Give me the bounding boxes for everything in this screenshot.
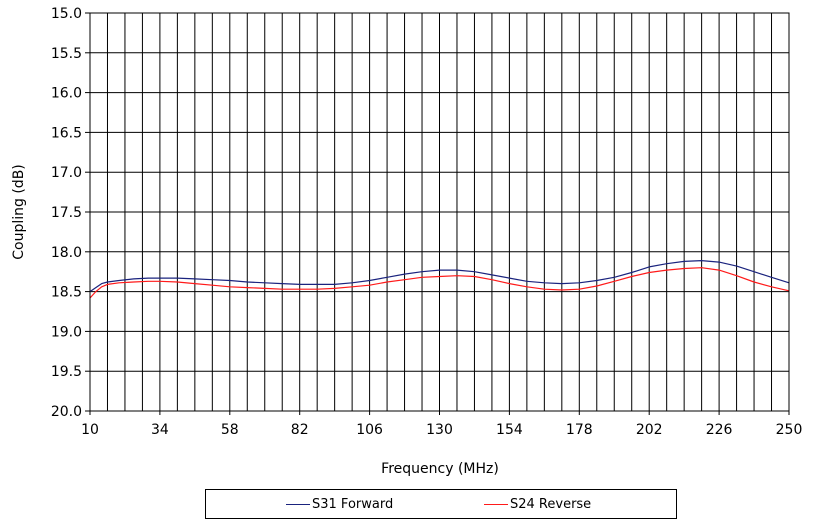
y-tick-label: 16.0 [51,86,82,102]
x-axis-label: Frequency (MHz) [381,461,499,477]
y-tick-label: 18.5 [51,285,82,301]
legend-label-s24: S24 Reverse [510,496,592,512]
series-lines [89,260,790,299]
x-tick-label: 154 [496,422,523,438]
y-tick-label: 17.0 [51,165,82,181]
grid-lines [85,12,789,412]
x-tick-label: 10 [81,422,99,438]
y-tick-labels: 15.0 15.5 16.0 16.5 17.0 17.5 18.0 18.5 19.0 19.5… [51,6,82,420]
x-tick-label: 202 [636,422,663,438]
y-tick-label: 15.0 [51,6,82,22]
x-tick-label: 250 [776,422,803,438]
series-line-s31-forward [89,260,790,293]
series-line-s24-reverse [89,267,790,299]
legend-item-s31: S31 Forward [286,496,393,512]
x-tick-label: 226 [706,422,733,438]
x-tick-label: 130 [426,422,453,438]
y-axis-label: Coupling (dB) [11,164,27,260]
x-tick-labels: 10 34 58 82 106 130 154 178 202 226 250 [81,411,802,438]
y-tick-label: 19.0 [51,324,82,340]
y-tick-label: 15.5 [51,46,82,62]
legend-swatch-s24 [484,503,508,505]
y-tick-label: 18.0 [51,245,82,261]
legend: S31 Forward S24 Reverse [205,489,677,519]
x-tick-label: 178 [566,422,593,438]
y-tick-label: 20.0 [51,404,82,420]
legend-swatch-s31 [286,503,310,505]
y-tick-label: 17.5 [51,205,82,221]
x-tick-label: 106 [356,422,383,438]
y-tick-label: 16.5 [51,125,82,141]
coupling-chart: 15.0 15.5 16.0 16.5 17.0 17.5 18.0 18.5 19.0 19.5… [11,6,802,477]
x-tick-label: 34 [151,422,169,438]
legend-label-s31: S31 Forward [312,496,394,512]
y-tick-label: 19.5 [51,364,82,380]
x-tick-label: 82 [291,422,309,438]
x-tick-label: 58 [221,422,239,438]
legend-item-s24: S24 Reverse [484,496,591,512]
